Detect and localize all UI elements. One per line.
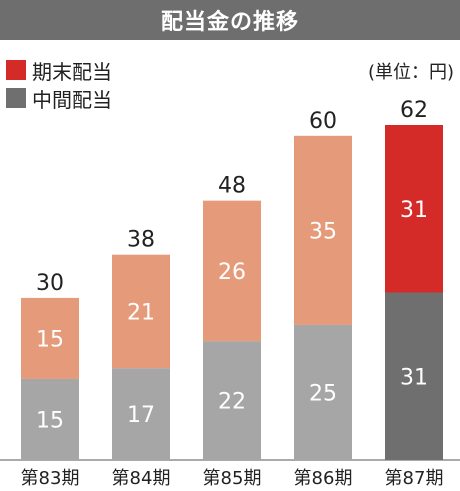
data-label-year-end-0: 15: [36, 327, 64, 352]
bar-interim-0: [21, 378, 79, 460]
x-tick-label-1: 第84期: [112, 468, 171, 489]
unit-label: (単位：円): [367, 62, 454, 83]
data-label-year-end-1: 21: [127, 300, 155, 325]
data-label-year-end-3: 35: [309, 219, 337, 244]
bar-interim-2: [203, 341, 261, 460]
data-label-interim-3: 25: [309, 381, 337, 406]
data-label-interim-4: 31: [400, 365, 428, 390]
data-label-interim-0: 15: [36, 408, 64, 433]
data-label-interim-2: 22: [218, 390, 246, 415]
data-label-total-3: 60: [309, 109, 337, 134]
bar-year-end-0: [21, 297, 79, 379]
chart-title-bar: 配当金の推移: [0, 0, 460, 40]
data-label-total-2: 48: [218, 174, 246, 199]
chart-title: 配当金の推移: [160, 10, 299, 35]
data-label-total-1: 38: [127, 228, 155, 253]
legend-item-interim: 中間配当: [6, 84, 112, 112]
bar-year-end-4: [385, 125, 443, 293]
legend-label-interim: 中間配当: [32, 87, 112, 112]
bar-year-end-3: [294, 135, 352, 325]
data-label-total-4: 62: [400, 98, 428, 123]
legend-item-year-end: 期末配当: [6, 56, 112, 84]
x-tick-label-4: 第87期: [385, 468, 444, 489]
bar-interim-1: [112, 368, 170, 460]
x-tick-label-2: 第85期: [203, 468, 262, 489]
x-tick-label-0: 第83期: [21, 468, 80, 489]
data-label-year-end-2: 26: [218, 260, 246, 285]
legend: 期末配当 中間配当: [6, 56, 112, 112]
legend-swatch-year-end: [6, 60, 26, 80]
data-label-interim-1: 17: [127, 403, 155, 428]
legend-label-year-end: 期末配当: [32, 59, 112, 84]
bar-year-end-2: [203, 200, 261, 342]
x-tick-label-3: 第86期: [294, 468, 353, 489]
legend-swatch-interim: [6, 88, 26, 108]
bar-year-end-1: [112, 254, 170, 369]
data-label-total-0: 30: [36, 271, 64, 296]
bar-interim-3: [294, 324, 352, 460]
data-label-year-end-4: 31: [400, 198, 428, 223]
bar-interim-4: [385, 292, 443, 460]
